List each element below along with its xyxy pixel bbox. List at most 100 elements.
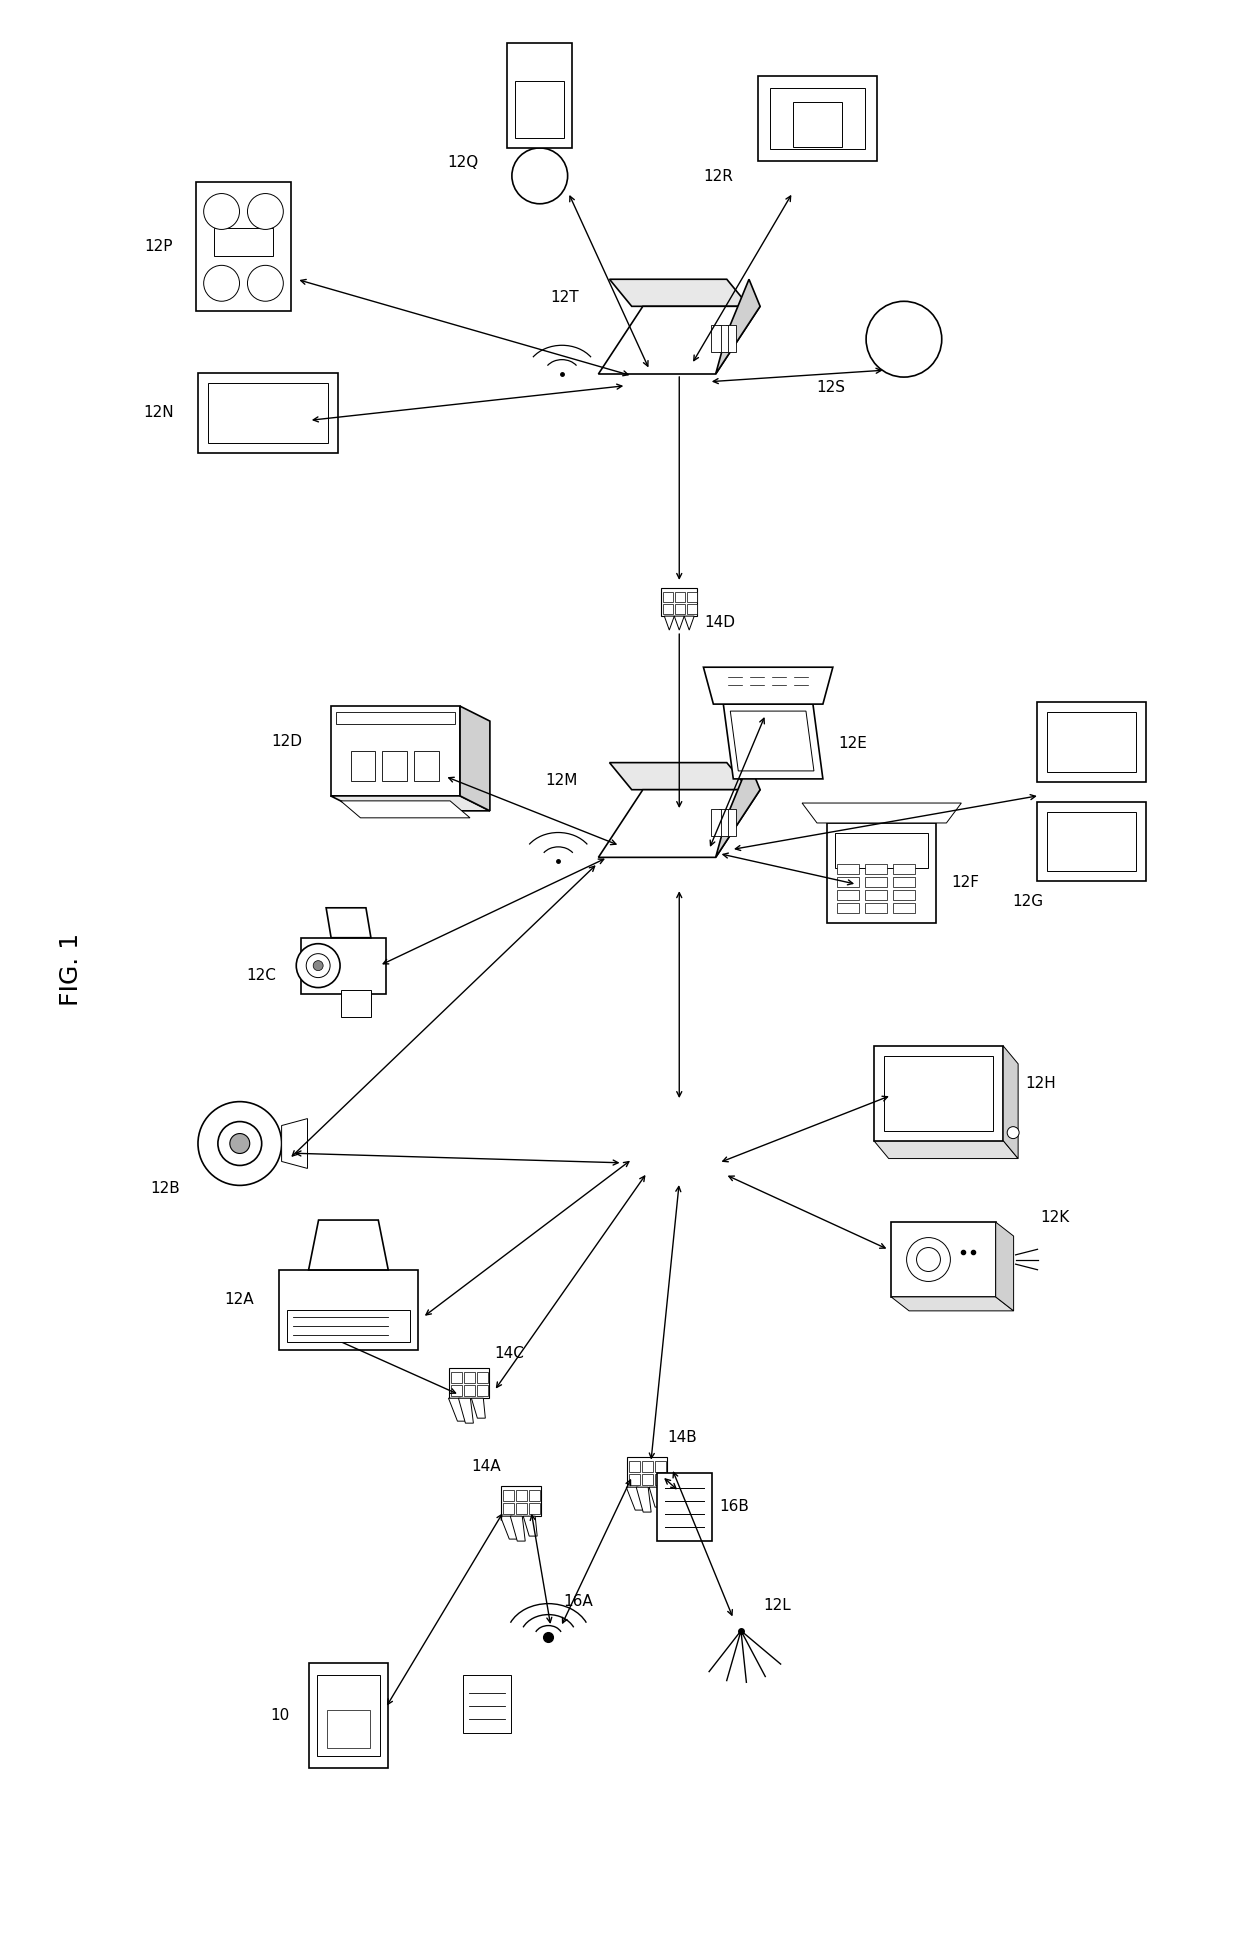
Bar <box>516 81 564 138</box>
Circle shape <box>248 266 283 301</box>
Bar <box>893 890 915 900</box>
Text: 16A: 16A <box>563 1594 593 1609</box>
Bar <box>642 1462 653 1472</box>
Text: 12E: 12E <box>838 737 867 752</box>
Bar <box>341 989 371 1018</box>
Polygon shape <box>331 706 460 795</box>
Circle shape <box>296 944 340 987</box>
Polygon shape <box>301 938 386 993</box>
Polygon shape <box>874 1140 1018 1160</box>
Bar <box>529 1491 541 1501</box>
Bar <box>351 750 376 781</box>
Bar <box>758 76 877 161</box>
Polygon shape <box>711 809 720 836</box>
Text: 16B: 16B <box>719 1499 749 1514</box>
Bar <box>837 890 859 900</box>
Text: 12A: 12A <box>224 1291 254 1307</box>
Circle shape <box>314 960 324 971</box>
Text: 12F: 12F <box>951 874 980 890</box>
Circle shape <box>229 1134 249 1154</box>
Polygon shape <box>1003 1045 1018 1160</box>
Circle shape <box>203 194 239 229</box>
Polygon shape <box>730 712 813 772</box>
Text: 12N: 12N <box>144 405 175 421</box>
Bar <box>629 1462 640 1472</box>
Bar <box>874 1045 1003 1140</box>
Bar <box>627 1458 667 1487</box>
Bar <box>465 1384 475 1396</box>
Text: 12D: 12D <box>270 733 301 748</box>
Bar <box>503 1491 515 1501</box>
Polygon shape <box>599 306 760 374</box>
Circle shape <box>512 147 568 204</box>
Bar <box>309 1664 388 1768</box>
Text: 12Q: 12Q <box>448 155 479 171</box>
Text: 12M: 12M <box>544 774 578 787</box>
Polygon shape <box>331 795 490 811</box>
Polygon shape <box>610 279 749 306</box>
Polygon shape <box>449 1398 465 1421</box>
Bar <box>864 904 887 913</box>
Polygon shape <box>309 1220 388 1270</box>
Polygon shape <box>460 706 490 811</box>
Polygon shape <box>684 617 694 630</box>
Bar <box>326 1710 371 1749</box>
Polygon shape <box>996 1222 1013 1311</box>
Bar <box>516 1503 527 1514</box>
Polygon shape <box>626 1487 644 1510</box>
Bar <box>463 1675 511 1733</box>
Circle shape <box>203 266 239 301</box>
Bar <box>827 822 936 923</box>
Text: 12K: 12K <box>1040 1210 1070 1225</box>
Circle shape <box>198 1101 281 1185</box>
Bar <box>501 1485 541 1516</box>
Bar <box>687 605 697 615</box>
Bar <box>477 1373 489 1383</box>
Polygon shape <box>511 1516 526 1542</box>
Bar <box>316 1675 381 1757</box>
Circle shape <box>218 1121 262 1165</box>
Bar <box>507 43 572 147</box>
Bar <box>1037 801 1146 882</box>
Polygon shape <box>650 1487 663 1507</box>
Bar <box>661 588 697 617</box>
Circle shape <box>866 301 941 376</box>
Bar <box>382 750 407 781</box>
Text: 12R: 12R <box>703 169 733 184</box>
Bar <box>663 591 673 603</box>
Circle shape <box>1007 1127 1019 1138</box>
Bar <box>1047 712 1136 772</box>
Text: FIG. 1: FIG. 1 <box>58 933 83 1006</box>
Bar <box>655 1462 666 1472</box>
Bar <box>835 834 929 869</box>
Polygon shape <box>599 789 760 857</box>
Bar <box>465 1373 475 1383</box>
Polygon shape <box>727 326 737 353</box>
Circle shape <box>248 194 283 229</box>
Bar <box>893 876 915 886</box>
Bar <box>655 1474 666 1485</box>
Polygon shape <box>665 617 675 630</box>
Text: 12C: 12C <box>247 968 277 983</box>
Text: 12B: 12B <box>150 1181 180 1196</box>
Bar <box>837 904 859 913</box>
Bar <box>629 1474 640 1485</box>
Bar <box>893 865 915 874</box>
Bar <box>663 605 673 615</box>
Polygon shape <box>500 1516 517 1540</box>
Polygon shape <box>675 617 684 630</box>
Text: 14A: 14A <box>471 1458 501 1474</box>
Text: 12H: 12H <box>1025 1076 1055 1092</box>
Circle shape <box>906 1237 950 1282</box>
Bar <box>792 103 842 147</box>
Bar <box>1047 812 1136 871</box>
Bar <box>503 1503 515 1514</box>
Polygon shape <box>892 1297 1013 1311</box>
Bar <box>884 1057 993 1130</box>
Polygon shape <box>703 667 833 704</box>
Bar <box>213 229 273 256</box>
Polygon shape <box>341 801 470 818</box>
Bar <box>864 876 887 886</box>
Bar <box>336 712 455 723</box>
Bar <box>687 591 697 603</box>
